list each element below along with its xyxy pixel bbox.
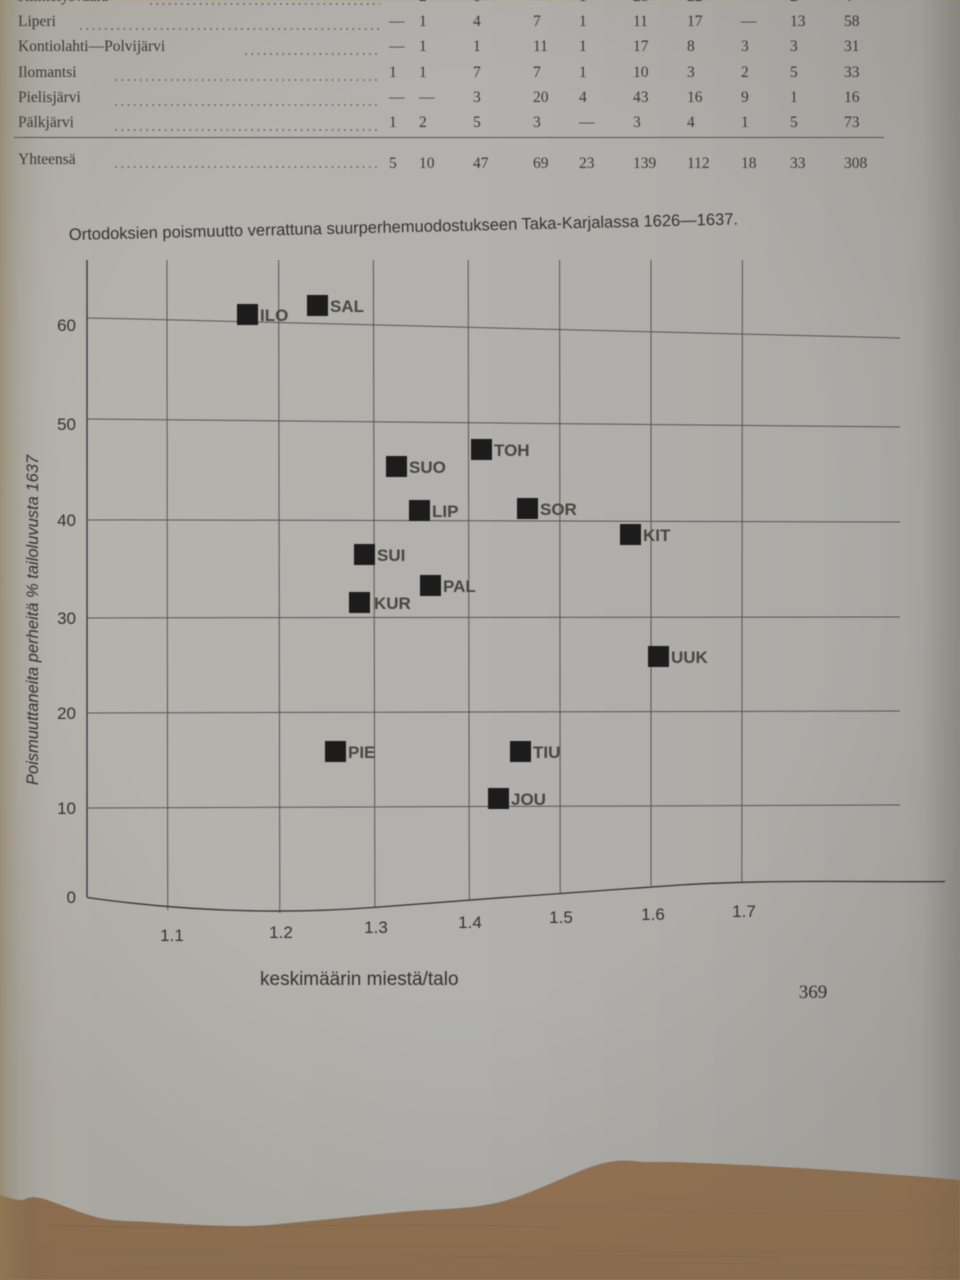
- svg-text:TIU: TIU: [533, 743, 560, 762]
- svg-text:1.2: 1.2: [269, 923, 293, 942]
- svg-text:UUK: UUK: [671, 648, 709, 667]
- svg-text:369: 369: [799, 982, 828, 1003]
- svg-text:1.1: 1.1: [160, 926, 184, 945]
- svg-text:SUI: SUI: [377, 546, 405, 565]
- svg-text:60: 60: [57, 316, 76, 335]
- svg-text:ILO: ILO: [260, 306, 288, 325]
- svg-text:1.4: 1.4: [458, 913, 482, 932]
- svg-text:10: 10: [57, 799, 76, 818]
- svg-text:1.5: 1.5: [549, 908, 573, 927]
- svg-text:1.3: 1.3: [364, 918, 388, 937]
- svg-text:0: 0: [67, 888, 76, 907]
- svg-text:PIE: PIE: [348, 743, 375, 762]
- svg-text:PAL: PAL: [443, 577, 476, 596]
- svg-text:SUO: SUO: [409, 458, 446, 477]
- svg-text:20: 20: [57, 704, 76, 723]
- svg-text:JOU: JOU: [511, 790, 546, 809]
- svg-text:30: 30: [57, 609, 76, 628]
- svg-text:Ortodoksien poismuutto verratt: Ortodoksien poismuutto verrattuna suurpe…: [69, 210, 739, 244]
- svg-text:1.6: 1.6: [641, 905, 665, 924]
- svg-text:Poismuuttaneita perheitä % tai: Poismuuttaneita perheitä % tailoluvusta …: [24, 454, 42, 785]
- svg-text:LIP: LIP: [432, 502, 458, 521]
- svg-text:1.7: 1.7: [732, 902, 756, 921]
- svg-text:KIT: KIT: [643, 526, 671, 545]
- svg-text:40: 40: [57, 511, 76, 530]
- svg-text:keskimäärin miestä/talo: keskimäärin miestä/talo: [260, 969, 459, 990]
- svg-text:SAL: SAL: [330, 297, 364, 316]
- svg-text:KUR: KUR: [374, 594, 411, 613]
- svg-text:SOR: SOR: [540, 500, 577, 519]
- svg-text:50: 50: [57, 415, 76, 434]
- svg-text:TOH: TOH: [494, 441, 530, 460]
